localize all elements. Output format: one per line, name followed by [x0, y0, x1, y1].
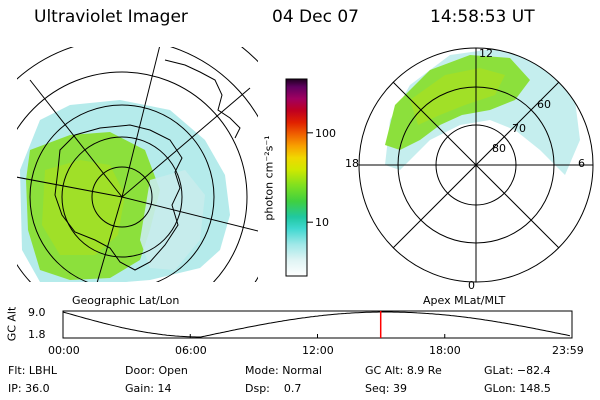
time-label: 14:58:53 UT	[430, 7, 535, 27]
mlat-label-60: 60	[537, 98, 551, 111]
xtick-1800: 18:00	[429, 344, 461, 357]
colorbar-ticks: 100 10	[307, 127, 336, 229]
xtick-1200: 12:00	[302, 344, 334, 357]
apex-caption: Apex MLat/MLT	[423, 294, 506, 307]
xtick-2359: 23:59	[552, 344, 584, 357]
mlt-label-6: 6	[578, 157, 585, 170]
glat-readout: GLat: −82.4	[484, 364, 551, 377]
geographic-map	[17, 47, 258, 282]
gc-alt-readout: GC Alt: 8.9 Re	[365, 364, 442, 377]
mlt-label-0: 0	[468, 279, 475, 292]
date-label: 04 Dec 07	[272, 7, 359, 27]
xtick-0600: 06:00	[175, 344, 207, 357]
altitude-plot	[62, 310, 573, 339]
altitude-ylabel: GC Alt	[5, 306, 19, 342]
altitude-ytick-top: 9.0	[28, 306, 46, 319]
colorbar-unit-label: photon cm⁻²s⁻¹	[262, 135, 276, 221]
door-readout: Door: Open	[125, 364, 188, 377]
colorbar	[285, 78, 308, 277]
colorbar-tick-label-1: 10	[315, 216, 329, 229]
dsp-readout: Dsp: 0.7	[245, 382, 302, 395]
gain-readout: Gain: 14	[125, 382, 172, 395]
glon-readout: GLon: 148.5	[484, 382, 551, 395]
mlt-label-12: 12	[479, 47, 493, 60]
flt-readout: Flt: LBHL	[8, 364, 57, 377]
ip-readout: IP: 36.0	[8, 382, 50, 395]
geographic-caption: Geographic Lat/Lon	[72, 294, 180, 307]
seq-readout: Seq: 39	[365, 382, 407, 395]
colorbar-tick-label-0: 100	[315, 127, 336, 140]
mlat-label-80: 80	[492, 142, 506, 155]
altitude-ytick-bottom: 1.8	[28, 328, 46, 341]
magnetic-dial	[358, 47, 594, 283]
mlat-label-70: 70	[512, 122, 526, 135]
xtick-0000: 00:00	[48, 344, 80, 357]
mlt-label-18: 18	[345, 157, 359, 170]
altitude-curve	[62, 311, 570, 338]
altitude-x-ticks	[62, 334, 573, 338]
mode-readout: Mode: Normal	[245, 364, 322, 377]
instrument-title: Ultraviolet Imager	[34, 7, 188, 27]
continent-outline	[54, 124, 183, 271]
